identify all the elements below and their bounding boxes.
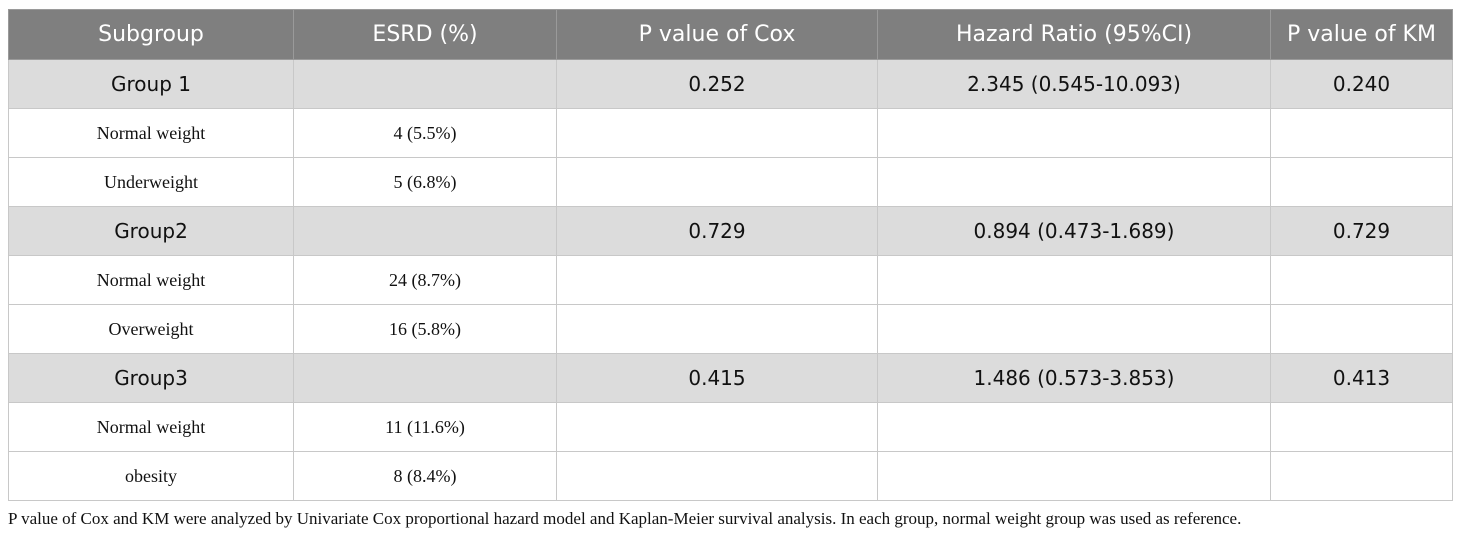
cell-subgroup: Normal weight (8, 255, 294, 305)
cell-p-km: 0.729 (1270, 206, 1453, 256)
cell-hazard-ratio (877, 157, 1271, 207)
cell-subgroup: Underweight (8, 157, 294, 207)
cell-p-km (1270, 451, 1453, 501)
cell-esrd: 8 (8.4%) (293, 451, 557, 501)
table-row: Normal weight 11 (11.6%) (8, 402, 1453, 452)
cell-hazard-ratio: 2.345 (0.545-10.093) (877, 59, 1271, 109)
cell-esrd: 4 (5.5%) (293, 108, 557, 158)
cell-subgroup: Group2 (8, 206, 294, 256)
cell-esrd: 16 (5.8%) (293, 304, 557, 354)
table-row-group-3: Group3 0.415 1.486 (0.573-3.853) 0.413 (8, 353, 1453, 403)
table-row: Normal weight 4 (5.5%) (8, 108, 1453, 158)
cell-p-km (1270, 402, 1453, 452)
cell-subgroup: Normal weight (8, 108, 294, 158)
cell-hazard-ratio (877, 255, 1271, 305)
cell-subgroup: Normal weight (8, 402, 294, 452)
cell-hazard-ratio (877, 108, 1271, 158)
header-esrd: ESRD (%) (293, 9, 557, 60)
cell-hazard-ratio (877, 451, 1271, 501)
cell-subgroup: Group3 (8, 353, 294, 403)
cell-p-cox: 0.252 (556, 59, 878, 109)
table-header-row: Subgroup ESRD (%) P value of Cox Hazard … (8, 9, 1453, 60)
cell-esrd: 11 (11.6%) (293, 402, 557, 452)
cell-hazard-ratio (877, 304, 1271, 354)
cell-p-km: 0.413 (1270, 353, 1453, 403)
header-hazard-ratio: Hazard Ratio (95%CI) (877, 9, 1271, 60)
cell-p-km (1270, 304, 1453, 354)
table-footnote: P value of Cox and KM were analyzed by U… (8, 509, 1242, 528)
cell-p-cox: 0.415 (556, 353, 878, 403)
cell-esrd (293, 59, 557, 109)
cell-esrd (293, 206, 557, 256)
results-table-container: Subgroup ESRD (%) P value of Cox Hazard … (8, 9, 1453, 501)
cell-subgroup: Overweight (8, 304, 294, 354)
results-table: Subgroup ESRD (%) P value of Cox Hazard … (8, 9, 1453, 501)
cell-esrd: 5 (6.8%) (293, 157, 557, 207)
cell-p-cox (556, 304, 878, 354)
cell-p-km (1270, 157, 1453, 207)
table-row: obesity 8 (8.4%) (8, 451, 1453, 501)
cell-esrd (293, 353, 557, 403)
header-subgroup: Subgroup (8, 9, 294, 60)
table-row-group-2: Group2 0.729 0.894 (0.473-1.689) 0.729 (8, 206, 1453, 256)
cell-subgroup: Group 1 (8, 59, 294, 109)
table-row: Underweight 5 (6.8%) (8, 157, 1453, 207)
cell-subgroup: obesity (8, 451, 294, 501)
cell-hazard-ratio: 0.894 (0.473-1.689) (877, 206, 1271, 256)
cell-p-km (1270, 255, 1453, 305)
cell-p-cox (556, 157, 878, 207)
cell-p-km (1270, 108, 1453, 158)
table-row-group-1: Group 1 0.252 2.345 (0.545-10.093) 0.240 (8, 59, 1453, 109)
cell-hazard-ratio: 1.486 (0.573-3.853) (877, 353, 1271, 403)
table-row: Normal weight 24 (8.7%) (8, 255, 1453, 305)
cell-p-cox (556, 108, 878, 158)
cell-p-km: 0.240 (1270, 59, 1453, 109)
header-p-value-cox: P value of Cox (556, 9, 878, 60)
cell-p-cox (556, 451, 878, 501)
cell-p-cox (556, 402, 878, 452)
cell-p-cox (556, 255, 878, 305)
cell-p-cox: 0.729 (556, 206, 878, 256)
cell-esrd: 24 (8.7%) (293, 255, 557, 305)
cell-hazard-ratio (877, 402, 1271, 452)
table-row: Overweight 16 (5.8%) (8, 304, 1453, 354)
header-p-value-km: P value of KM (1270, 9, 1453, 60)
